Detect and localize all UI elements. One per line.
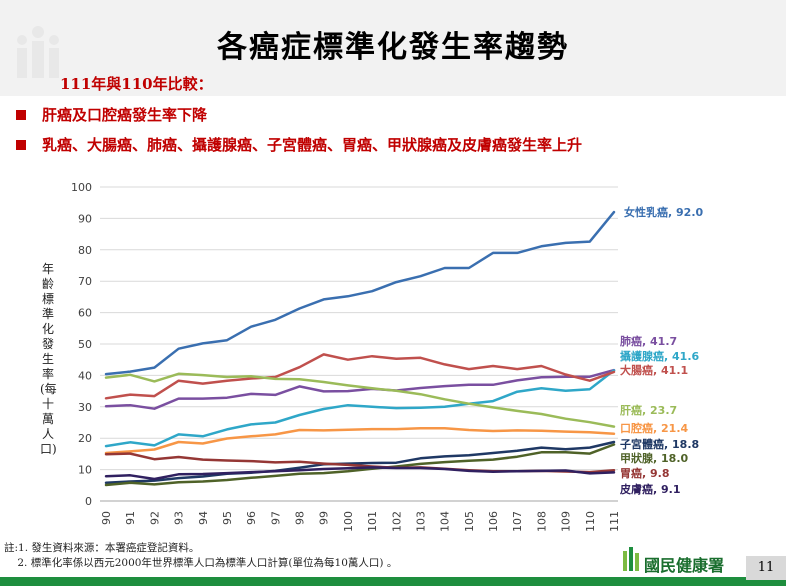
series-end-label: 攝護腺癌, 41.6 <box>620 349 699 363</box>
x-tick-label: 106 <box>487 511 500 532</box>
x-tick-label: 92 <box>148 511 161 525</box>
series-end-label: 甲狀腺, 18.0 <box>620 451 688 465</box>
footer-bar <box>0 577 786 586</box>
series-line <box>104 426 616 455</box>
series-line <box>104 368 616 410</box>
page-title: 各癌症標準化發生率趨勢 <box>217 30 569 65</box>
series-line <box>104 440 616 485</box>
y-tick-label: 70 <box>78 275 92 288</box>
page-number: 11 <box>746 556 786 580</box>
series-line <box>104 372 616 428</box>
bullet-square-icon <box>16 140 26 150</box>
series-end-label: 皮膚癌, 9.1 <box>619 482 681 496</box>
series-line <box>104 443 616 487</box>
x-tick-label: 110 <box>584 511 597 532</box>
people-logo-icon <box>17 26 59 78</box>
y-tick-label: 90 <box>78 212 92 225</box>
x-tick-label: 111 <box>608 511 621 532</box>
series-end-label: 大腸癌, 41.1 <box>620 363 688 377</box>
footnote-2: 2. 標準化率係以西元2000年世界標準人口為標準人口計算(單位為每10萬人口)… <box>4 557 398 569</box>
x-tick-label: 96 <box>245 511 258 525</box>
series-end-label: 口腔癌, 21.4 <box>620 421 688 435</box>
x-tick-label: 94 <box>197 511 210 525</box>
brand-name: 國民健康署 <box>644 556 725 575</box>
x-tick-label: 91 <box>124 511 137 525</box>
series-end-label: 子宮體癌, 18.8 <box>620 437 699 451</box>
x-tick-label: 100 <box>342 511 355 532</box>
incidence-line-chart: 0 10 20 30 40 50 60 70 80 90 100 90 91 92 93 94 95 96 97 98… <box>71 181 703 532</box>
y-tick-label: 50 <box>78 338 92 351</box>
footnote-1: 註:1. 發生資料來源：本署癌症登記資料。 <box>4 542 200 554</box>
x-tick-label: 105 <box>463 511 476 532</box>
footnotes: 註:1. 發生資料來源：本署癌症登記資料。 2. 標準化率係以西元2000年世界… <box>4 541 397 571</box>
x-tick-label: 107 <box>511 511 524 532</box>
x-tick-label: 103 <box>414 511 427 532</box>
series-end-label: 肺癌, 41.7 <box>620 334 677 348</box>
y-tick-label: 60 <box>78 307 92 320</box>
bullet-text: 乳癌、大腸癌、肺癌、攝護腺癌、子宮體癌、胃癌、甲狀腺癌及皮膚癌發生率上升 <box>42 136 583 154</box>
x-tick-label: 99 <box>318 511 331 525</box>
x-tick-label: 104 <box>439 511 452 532</box>
series-line <box>104 369 616 448</box>
series-end-label: 肝癌, 23.7 <box>620 403 677 417</box>
bullet-text: 肝癌及口腔癌發生率下降 <box>42 106 208 124</box>
bullet-item: 乳癌、大腸癌、肺癌、攝護腺癌、子宮體癌、胃癌、甲狀腺癌及皮膚癌發生率上升 <box>16 134 582 155</box>
y-tick-label: 80 <box>78 244 92 257</box>
y-tick-label: 100 <box>71 181 92 194</box>
series-line <box>104 466 616 481</box>
y-tick-label: 10 <box>78 464 92 477</box>
x-tick-label: 97 <box>269 511 282 525</box>
x-tick-label: 102 <box>390 511 403 532</box>
bullet-square-icon <box>16 110 26 120</box>
series-line <box>104 353 616 400</box>
x-tick-label: 95 <box>221 511 234 525</box>
series-line <box>104 210 616 376</box>
y-tick-label: 0 <box>85 495 92 508</box>
x-tick-label: 108 <box>535 511 548 532</box>
x-tick-label: 93 <box>173 511 186 525</box>
brand-logo: 國民健康署 <box>620 545 732 575</box>
y-tick-label: 40 <box>78 369 92 382</box>
x-tick-label: 101 <box>366 511 379 532</box>
series-end-label: 女性乳癌, 92.0 <box>624 205 703 219</box>
x-tick-label: 109 <box>560 511 573 532</box>
x-tick-label: 98 <box>294 511 307 525</box>
y-axis-label: 年齡標準化發生率(每十萬人口) <box>40 262 57 456</box>
bullet-item: 肝癌及口腔癌發生率下降 <box>16 104 207 125</box>
y-tick-label: 30 <box>78 401 92 414</box>
x-tick-label: 90 <box>100 511 113 525</box>
comparison-heading: 111年與110年比較： <box>60 75 213 93</box>
brand-mark-icon <box>623 547 639 571</box>
series-end-label: 胃癌, 9.8 <box>620 466 670 480</box>
y-tick-label: 20 <box>78 432 92 445</box>
header-band <box>0 0 786 96</box>
